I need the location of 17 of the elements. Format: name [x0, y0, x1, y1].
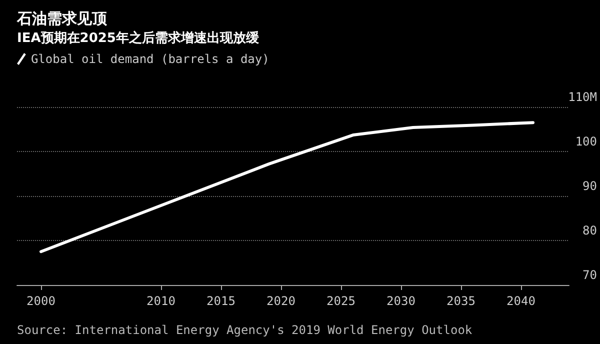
- x-tick-label: 2015: [206, 294, 236, 308]
- x-tick-label: 2030: [386, 294, 416, 308]
- source-note: Source: International Energy Agency's 2019 World Energy Outlook: [17, 323, 473, 337]
- chart-title: 石油需求见顶: [16, 10, 108, 28]
- x-tick-label: 2025: [326, 294, 356, 308]
- y-tick-label: 80: [582, 224, 597, 238]
- x-tick-label: 2035: [446, 294, 476, 308]
- chart-subtitle: IEA预期在2025年之后需求增速出现放缓: [17, 30, 260, 46]
- y-tick-label: 100: [575, 134, 597, 148]
- legend-label: Global oil demand (barrels a day): [30, 52, 270, 66]
- y-tick-label: 110M: [568, 90, 597, 104]
- x-tick-label: 2000: [26, 294, 56, 308]
- y-tick-label: 90: [582, 179, 597, 193]
- y-tick-label: 70: [582, 268, 597, 282]
- x-tick-label: 2040: [506, 294, 536, 308]
- x-tick-label: 2010: [146, 294, 176, 308]
- x-tick-label: 2020: [266, 294, 296, 308]
